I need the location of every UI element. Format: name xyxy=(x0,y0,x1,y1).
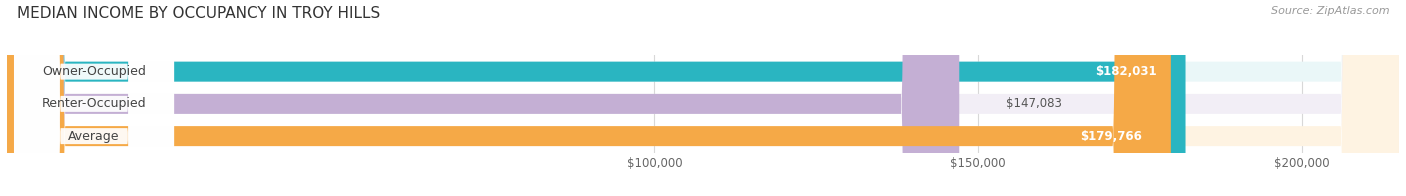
FancyBboxPatch shape xyxy=(14,0,174,196)
FancyBboxPatch shape xyxy=(7,0,1185,196)
FancyBboxPatch shape xyxy=(7,0,1171,196)
Text: Owner-Occupied: Owner-Occupied xyxy=(42,65,146,78)
Text: Renter-Occupied: Renter-Occupied xyxy=(42,97,146,110)
FancyBboxPatch shape xyxy=(7,0,1399,196)
Text: $147,083: $147,083 xyxy=(1005,97,1062,110)
Text: Average: Average xyxy=(69,130,120,143)
FancyBboxPatch shape xyxy=(7,0,1399,196)
Text: $182,031: $182,031 xyxy=(1095,65,1156,78)
FancyBboxPatch shape xyxy=(14,0,174,196)
FancyBboxPatch shape xyxy=(14,0,174,196)
FancyBboxPatch shape xyxy=(7,0,1399,196)
Text: Source: ZipAtlas.com: Source: ZipAtlas.com xyxy=(1271,6,1389,16)
Text: MEDIAN INCOME BY OCCUPANCY IN TROY HILLS: MEDIAN INCOME BY OCCUPANCY IN TROY HILLS xyxy=(17,6,380,21)
FancyBboxPatch shape xyxy=(7,0,959,196)
Text: $179,766: $179,766 xyxy=(1080,130,1142,143)
